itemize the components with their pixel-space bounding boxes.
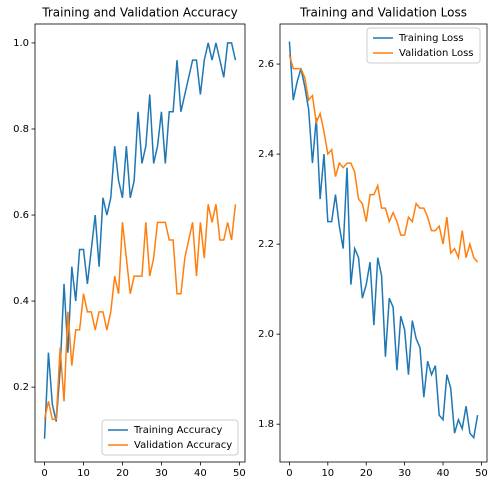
y-tick-label: 0.4	[13, 296, 29, 307]
x-tick-label: 20	[360, 468, 373, 479]
legend-label: Validation Accuracy	[134, 440, 232, 451]
legend-label: Training Accuracy	[133, 425, 222, 436]
y-tick-label: 2.4	[258, 149, 274, 160]
x-tick-label: 30	[398, 468, 411, 479]
y-tick-label: 2.2	[258, 239, 274, 250]
series-line	[288, 54, 479, 263]
legend-label: Training Loss	[398, 33, 464, 44]
legend-label: Validation Loss	[399, 48, 474, 59]
y-tick-label: 0.2	[13, 382, 29, 393]
x-tick-label: 30	[155, 468, 168, 479]
y-tick-label: 0.6	[13, 210, 29, 221]
x-tick-label: 0	[286, 468, 292, 479]
axes-frame	[279, 23, 488, 463]
subplot: Training and Validation Accuracy 0 10 20 30 4…	[13, 6, 246, 480]
y-tick-label: 2.6	[258, 59, 274, 70]
legend-box	[366, 27, 481, 64]
x-tick-label: 0	[41, 468, 47, 479]
series-line	[288, 41, 479, 440]
x-tick-label: 40	[194, 468, 207, 479]
y-tick-label: 1.8	[258, 419, 274, 430]
chart-title: Training and Validation Loss	[299, 6, 467, 20]
chart-title: Training and Validation Accuracy	[41, 6, 237, 20]
x-tick-label: 10	[77, 468, 90, 479]
legend: Training Accuracy Validation Accuracy	[101, 419, 239, 456]
x-tick-label: 10	[321, 468, 334, 479]
legend: Training Loss Validation Loss	[366, 27, 481, 64]
x-tick-label: 50	[233, 468, 246, 479]
legend-box	[101, 419, 239, 456]
y-tick-label: 2.0	[258, 329, 274, 340]
subplot: Training and Validation Loss 0 10 20 30 40 50 1…	[258, 6, 488, 480]
axes-frame	[34, 23, 246, 463]
series-line	[43, 204, 237, 421]
x-tick-label: 20	[116, 468, 129, 479]
y-tick-label: 1.0	[13, 38, 29, 49]
x-tick-label: 50	[475, 468, 488, 479]
x-tick-label: 40	[437, 468, 450, 479]
y-tick-label: 0.8	[13, 124, 29, 135]
series-line	[43, 42, 237, 439]
